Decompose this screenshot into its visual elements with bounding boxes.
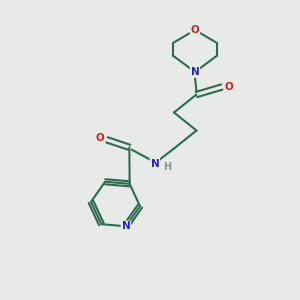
Text: O: O (96, 133, 105, 143)
Text: N: N (122, 221, 130, 231)
Text: O: O (190, 25, 200, 35)
Text: H: H (164, 162, 172, 172)
Text: O: O (224, 82, 233, 92)
Text: N: N (151, 159, 159, 169)
Text: N: N (190, 67, 200, 77)
